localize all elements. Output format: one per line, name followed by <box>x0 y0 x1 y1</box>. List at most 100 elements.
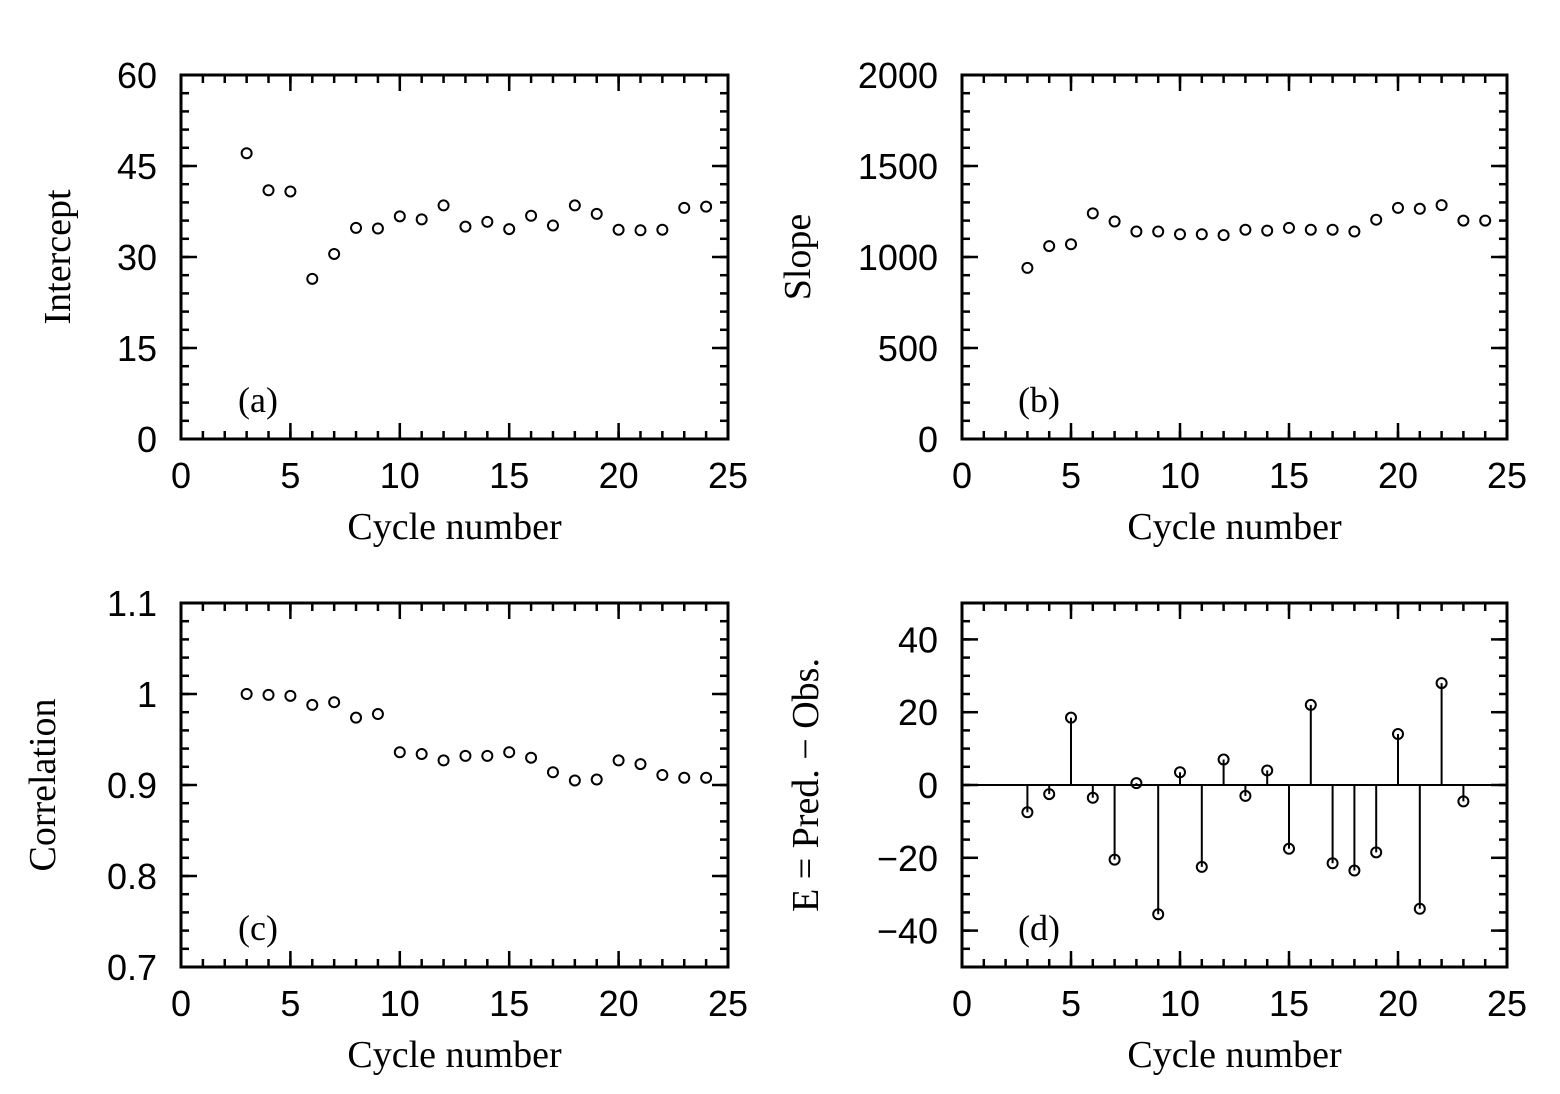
panel-d-error: 0 5 10 15 20 25 −40 −20 0 20 40 Cycle number E = Pre… <box>785 601 1527 1076</box>
y-axis-title: E = Pred. − Obs. <box>785 658 827 912</box>
data-point <box>546 219 559 232</box>
data-point <box>284 689 297 702</box>
data-point <box>1304 223 1317 236</box>
data-point <box>503 746 516 759</box>
data-point <box>415 213 428 226</box>
data-point <box>700 771 713 784</box>
x-tick-label: 5 <box>1061 455 1081 496</box>
data-point <box>1108 215 1121 228</box>
y-axis-title: Correlation <box>22 698 64 871</box>
x-tick-label: 20 <box>599 983 639 1024</box>
x-tick-label: 10 <box>380 455 420 496</box>
data-point <box>656 223 669 236</box>
y-tick-label: 20 <box>898 692 938 733</box>
x-tick-label: 10 <box>1160 455 1200 496</box>
y-tick-label: 15 <box>117 328 157 369</box>
data-point <box>306 698 319 711</box>
data-point <box>481 215 494 228</box>
data-point <box>1283 221 1295 234</box>
y-tick-label: 30 <box>117 237 157 278</box>
x-tick-label: 25 <box>708 455 748 496</box>
data-point <box>350 711 363 724</box>
data-point <box>525 751 538 764</box>
y-tick-label: 1 <box>137 674 157 715</box>
data-point <box>1195 860 1208 873</box>
x-axis-title: Cycle number <box>1127 506 1342 548</box>
data-point <box>306 272 319 285</box>
data-point <box>678 771 691 784</box>
panel-tag: (a) <box>238 380 278 420</box>
data-point <box>1261 224 1274 237</box>
y-tick-label: 0.7 <box>107 947 157 988</box>
data-point <box>1065 238 1077 251</box>
data-point <box>634 224 647 237</box>
data-point <box>546 766 559 779</box>
data-point <box>1326 223 1339 236</box>
x-tick-label: 15 <box>1269 455 1309 496</box>
data-point <box>1457 795 1470 808</box>
data-point <box>1370 213 1383 226</box>
data-point <box>590 207 603 220</box>
data-point <box>612 754 625 767</box>
y-tick-label: −20 <box>877 838 938 879</box>
data-point <box>1021 261 1034 274</box>
x-tick-label: 25 <box>708 983 748 1024</box>
data-point <box>1152 908 1165 921</box>
data-point <box>1479 214 1492 227</box>
data-point <box>1130 225 1143 238</box>
data-point <box>240 688 253 700</box>
y-tick-label: 1500 <box>858 146 938 187</box>
data-point <box>525 209 538 222</box>
data-point <box>371 708 384 721</box>
x-tick-label: 10 <box>380 983 420 1024</box>
x-tick-label: 5 <box>1061 983 1081 1024</box>
data-point <box>1348 225 1361 238</box>
y-tick-label: 0.8 <box>107 856 157 897</box>
data-point <box>1152 225 1165 238</box>
x-tick-label: 0 <box>171 455 191 496</box>
data-point <box>634 758 647 771</box>
data-point <box>1435 677 1448 690</box>
data-point <box>1392 728 1404 741</box>
data-point <box>700 200 713 213</box>
data-point <box>1283 842 1295 855</box>
y-tick-label: 1.1 <box>107 583 157 624</box>
y-axis-title: Intercept <box>37 189 79 324</box>
x-tick-label: 0 <box>952 983 972 1024</box>
x-tick-label: 10 <box>1160 983 1200 1024</box>
data-point <box>459 220 472 233</box>
y-tick-label: 60 <box>117 55 157 96</box>
y-tick-label: 0 <box>137 419 157 460</box>
y-tick-label: 0 <box>918 765 938 806</box>
data-point <box>393 210 406 223</box>
data-point <box>1435 199 1448 212</box>
data-point <box>590 773 603 786</box>
data-point <box>1239 789 1252 802</box>
x-tick-label: 20 <box>1378 983 1418 1024</box>
x-tick-label: 0 <box>952 455 972 496</box>
data-point <box>371 222 384 235</box>
y-axis-title: Slope <box>777 214 819 301</box>
x-tick-label: 20 <box>1378 455 1418 496</box>
data-point <box>1174 228 1186 241</box>
data-point <box>350 221 363 234</box>
data-point <box>1413 902 1426 915</box>
y-tick-label: 1000 <box>858 237 938 278</box>
data-point <box>1065 711 1077 724</box>
data-point <box>678 201 691 214</box>
data-point <box>568 199 581 212</box>
panel-a-intercept: 0 5 10 15 20 25 0 15 30 45 60 Cycle number Intercept… <box>37 55 748 548</box>
data-point <box>1043 788 1056 801</box>
data-point <box>481 749 494 762</box>
data-point <box>415 748 428 761</box>
data-point <box>284 185 297 198</box>
data-point <box>656 768 669 781</box>
y-tick-label: −40 <box>877 911 938 952</box>
data-point <box>1392 201 1404 214</box>
x-tick-label: 5 <box>280 983 300 1024</box>
data-point <box>1195 228 1208 241</box>
data-point <box>1108 853 1121 866</box>
x-tick-label: 0 <box>171 983 191 1024</box>
data-point <box>1239 223 1252 236</box>
